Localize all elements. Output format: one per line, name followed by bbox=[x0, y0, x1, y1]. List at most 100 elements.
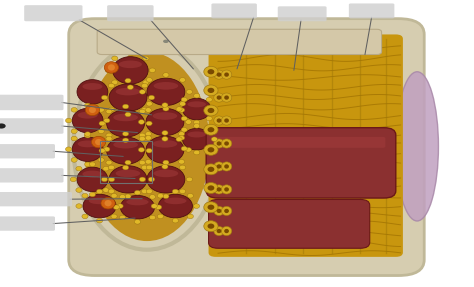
Ellipse shape bbox=[135, 190, 140, 195]
Ellipse shape bbox=[221, 162, 232, 171]
Ellipse shape bbox=[82, 214, 88, 219]
Ellipse shape bbox=[157, 214, 164, 219]
Ellipse shape bbox=[76, 204, 82, 208]
Ellipse shape bbox=[148, 177, 155, 182]
Ellipse shape bbox=[214, 162, 224, 171]
Ellipse shape bbox=[119, 61, 142, 68]
Ellipse shape bbox=[109, 84, 147, 111]
Ellipse shape bbox=[72, 108, 103, 133]
Ellipse shape bbox=[106, 109, 112, 114]
FancyBboxPatch shape bbox=[209, 34, 403, 257]
Ellipse shape bbox=[104, 200, 112, 206]
Ellipse shape bbox=[181, 97, 187, 102]
Ellipse shape bbox=[206, 116, 212, 121]
Ellipse shape bbox=[204, 105, 218, 116]
Ellipse shape bbox=[224, 209, 229, 213]
Ellipse shape bbox=[78, 140, 98, 147]
Ellipse shape bbox=[108, 189, 114, 194]
Ellipse shape bbox=[180, 102, 186, 106]
Ellipse shape bbox=[214, 93, 224, 102]
FancyBboxPatch shape bbox=[278, 6, 327, 21]
Ellipse shape bbox=[65, 118, 72, 123]
Circle shape bbox=[163, 40, 169, 43]
Ellipse shape bbox=[180, 77, 186, 82]
Ellipse shape bbox=[186, 90, 192, 94]
Ellipse shape bbox=[127, 85, 134, 90]
Ellipse shape bbox=[98, 108, 104, 112]
Ellipse shape bbox=[113, 205, 119, 210]
Ellipse shape bbox=[85, 104, 100, 116]
Ellipse shape bbox=[139, 90, 146, 94]
Ellipse shape bbox=[208, 185, 214, 191]
FancyBboxPatch shape bbox=[0, 144, 55, 158]
Ellipse shape bbox=[125, 78, 131, 83]
Ellipse shape bbox=[217, 141, 221, 146]
Ellipse shape bbox=[208, 224, 214, 229]
Ellipse shape bbox=[89, 107, 96, 113]
Ellipse shape bbox=[107, 110, 145, 137]
Ellipse shape bbox=[181, 146, 187, 151]
Ellipse shape bbox=[179, 108, 185, 112]
Ellipse shape bbox=[99, 121, 105, 126]
Ellipse shape bbox=[96, 189, 102, 194]
Ellipse shape bbox=[91, 136, 106, 148]
Ellipse shape bbox=[221, 226, 232, 236]
FancyBboxPatch shape bbox=[206, 128, 396, 198]
Ellipse shape bbox=[214, 226, 224, 236]
Ellipse shape bbox=[185, 148, 191, 152]
Ellipse shape bbox=[98, 129, 104, 133]
Ellipse shape bbox=[221, 116, 232, 125]
Ellipse shape bbox=[83, 194, 116, 218]
Ellipse shape bbox=[89, 192, 96, 197]
Ellipse shape bbox=[82, 193, 88, 198]
Ellipse shape bbox=[147, 166, 185, 193]
FancyBboxPatch shape bbox=[349, 3, 394, 18]
Ellipse shape bbox=[148, 95, 155, 100]
Ellipse shape bbox=[214, 139, 224, 148]
Ellipse shape bbox=[113, 57, 148, 84]
Ellipse shape bbox=[162, 164, 168, 169]
Ellipse shape bbox=[122, 104, 128, 109]
Ellipse shape bbox=[224, 95, 229, 100]
Ellipse shape bbox=[211, 137, 218, 141]
Ellipse shape bbox=[158, 194, 192, 218]
FancyBboxPatch shape bbox=[0, 192, 72, 206]
Bar bbox=[100, 141, 152, 183]
Ellipse shape bbox=[101, 197, 115, 209]
Ellipse shape bbox=[77, 167, 108, 192]
Ellipse shape bbox=[104, 62, 118, 73]
Ellipse shape bbox=[112, 56, 118, 61]
Ellipse shape bbox=[221, 93, 232, 102]
Ellipse shape bbox=[206, 97, 212, 102]
Ellipse shape bbox=[145, 135, 151, 140]
Ellipse shape bbox=[164, 197, 186, 204]
Ellipse shape bbox=[181, 116, 187, 121]
Ellipse shape bbox=[224, 164, 229, 169]
Ellipse shape bbox=[224, 229, 229, 233]
Ellipse shape bbox=[208, 108, 214, 113]
Ellipse shape bbox=[105, 68, 111, 73]
Ellipse shape bbox=[221, 70, 232, 79]
Ellipse shape bbox=[71, 129, 77, 133]
Ellipse shape bbox=[214, 185, 224, 194]
Ellipse shape bbox=[72, 137, 103, 161]
Ellipse shape bbox=[146, 189, 152, 194]
Ellipse shape bbox=[221, 139, 232, 148]
Ellipse shape bbox=[116, 88, 140, 95]
Ellipse shape bbox=[147, 78, 185, 105]
Ellipse shape bbox=[76, 188, 82, 192]
Ellipse shape bbox=[224, 141, 229, 146]
Ellipse shape bbox=[224, 73, 229, 77]
Ellipse shape bbox=[145, 108, 151, 112]
Ellipse shape bbox=[111, 193, 117, 198]
Ellipse shape bbox=[135, 220, 140, 224]
Ellipse shape bbox=[208, 167, 214, 172]
Ellipse shape bbox=[211, 107, 218, 111]
Ellipse shape bbox=[146, 148, 152, 153]
Ellipse shape bbox=[221, 206, 232, 216]
Ellipse shape bbox=[217, 187, 221, 192]
FancyBboxPatch shape bbox=[107, 5, 154, 21]
FancyBboxPatch shape bbox=[97, 29, 382, 55]
Ellipse shape bbox=[162, 137, 168, 141]
Ellipse shape bbox=[73, 43, 220, 250]
